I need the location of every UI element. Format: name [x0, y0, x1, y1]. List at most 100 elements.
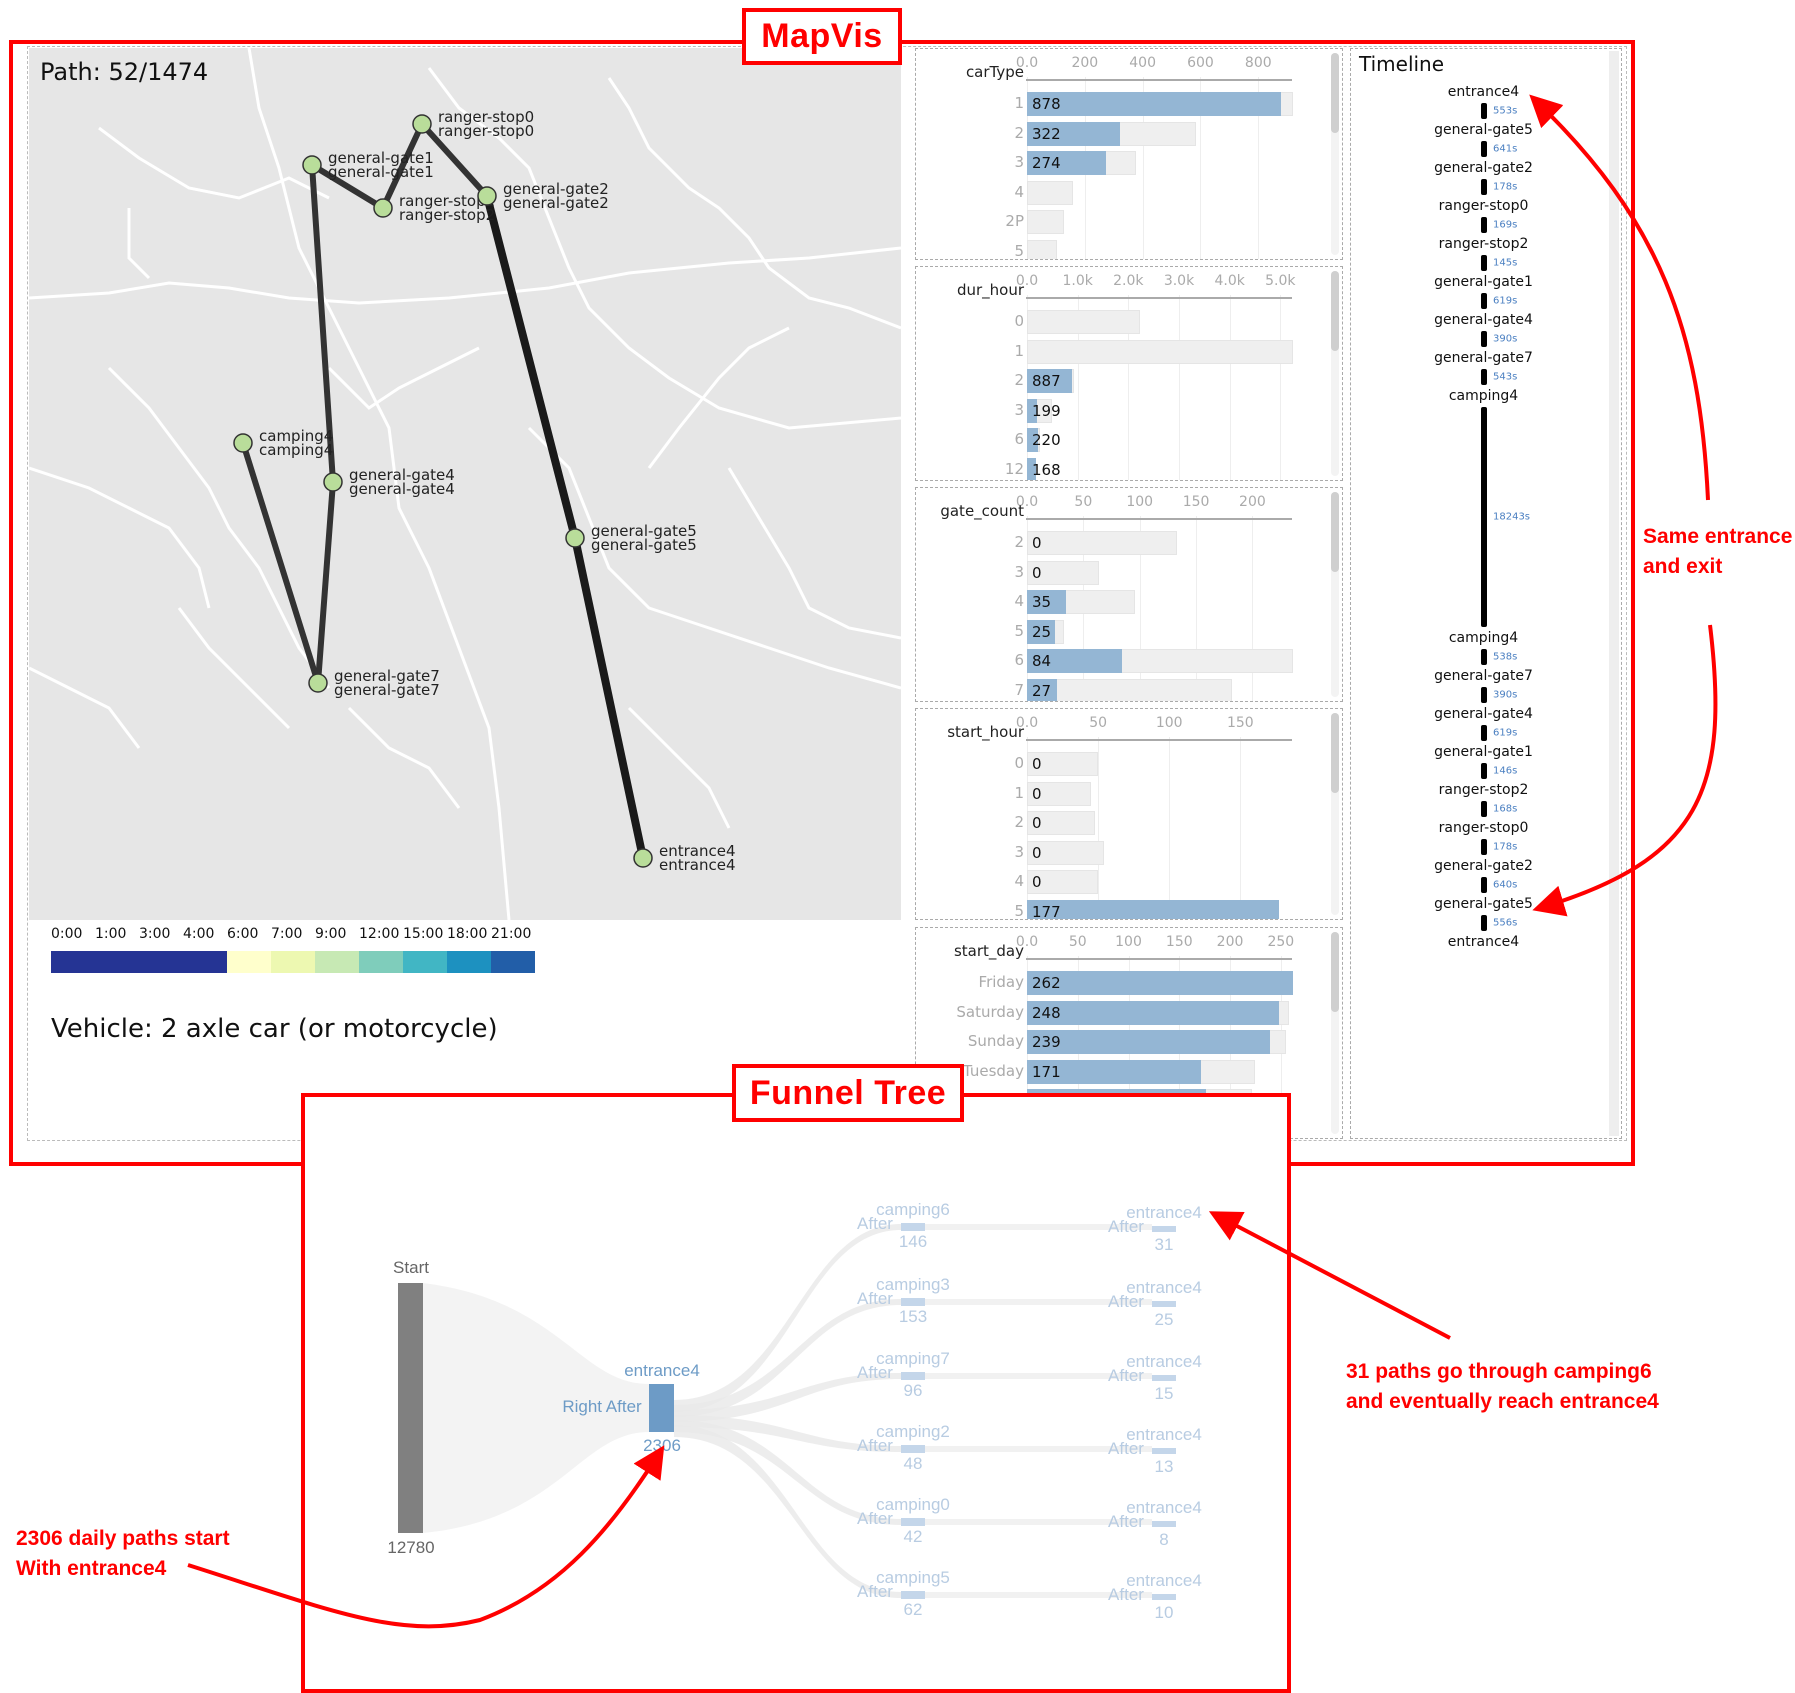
chart-scrollbar-thumb[interactable] — [1331, 713, 1339, 793]
selected-bar[interactable] — [1027, 92, 1281, 116]
selected-bar[interactable] — [1027, 619, 1056, 644]
total-bar[interactable] — [1027, 180, 1073, 205]
total-bar[interactable] — [1027, 240, 1058, 259]
timeline-duration-segment[interactable]: 640s — [1351, 874, 1616, 896]
total-bar[interactable] — [1027, 752, 1099, 776]
map-node-general-gate7[interactable] — [308, 673, 328, 693]
total-bar[interactable] — [1027, 531, 1177, 555]
selected-bar[interactable] — [1027, 1030, 1270, 1055]
selected-bar[interactable] — [1027, 121, 1121, 146]
funnel-leaf-bar[interactable] — [1152, 1594, 1176, 1600]
selected-bar[interactable] — [1027, 1059, 1201, 1084]
selected-bar[interactable] — [1027, 590, 1067, 615]
timeline-duration-segment[interactable]: 169s — [1351, 214, 1616, 236]
funnel-node-bar-camping5[interactable] — [901, 1591, 925, 1599]
category-label: 3 — [1014, 842, 1024, 861]
axis-tick-label: 200 — [1239, 494, 1266, 510]
map-node-ranger-stop2[interactable] — [373, 198, 393, 218]
map-node-general-gate5[interactable] — [565, 528, 585, 548]
map-node-label: camping4 — [259, 427, 333, 445]
category-label: Tuesday — [962, 1061, 1024, 1080]
map-node-general-gate4[interactable] — [323, 472, 343, 492]
timeline-scrollbar[interactable] — [1609, 51, 1619, 1136]
chart-scrollbar-thumb[interactable] — [1331, 932, 1339, 1012]
duration-label: 169s — [1493, 219, 1518, 231]
duration-bar — [1481, 687, 1487, 703]
funnel-leaf-bar[interactable] — [1152, 1375, 1176, 1381]
map-node-entrance4[interactable] — [633, 848, 653, 868]
timeline-duration-segment[interactable]: 619s — [1351, 290, 1616, 312]
selected-bar[interactable] — [1027, 1000, 1279, 1025]
total-bar[interactable] — [1027, 811, 1096, 836]
timeline-duration-segment[interactable]: 145s — [1351, 252, 1616, 274]
category-label: 2 — [1014, 123, 1024, 142]
funnel-node-bar-camping2[interactable] — [901, 1445, 925, 1453]
selected-bar[interactable] — [1027, 971, 1293, 995]
timeline-duration-segment[interactable]: 556s — [1351, 912, 1616, 934]
axis-tick-label: 50 — [1074, 494, 1093, 510]
annotation-line: With entrance4 — [16, 1557, 167, 1580]
funnel-node-bar-camping3[interactable] — [901, 1298, 925, 1306]
selected-bar[interactable] — [1027, 428, 1039, 453]
funnel-node-bar-camping6[interactable] — [901, 1223, 925, 1231]
selected-bar[interactable] — [1027, 900, 1279, 919]
map-node-ranger-stop0[interactable] — [412, 114, 432, 134]
chart-scrollbar-thumb[interactable] — [1331, 53, 1339, 133]
timeline-stop-name: general-gate1 — [1434, 274, 1533, 290]
timeline-duration-segment[interactable]: 390s — [1351, 684, 1616, 706]
duration-bar — [1481, 801, 1487, 817]
timeline-duration-segment[interactable]: 146s — [1351, 760, 1616, 782]
total-bar[interactable] — [1027, 210, 1064, 235]
selected-bar[interactable] — [1027, 151, 1107, 176]
funnel-leaf-bar[interactable] — [1152, 1448, 1176, 1454]
funnel-entrance4-bar[interactable] — [649, 1384, 674, 1432]
funnel-relation-label: After — [1108, 1217, 1144, 1236]
total-bar[interactable] — [1027, 840, 1104, 865]
timeline-duration-segment[interactable]: 18243s — [1351, 404, 1616, 630]
timeline-stop-name: ranger-stop2 — [1438, 782, 1529, 798]
duration-bar — [1481, 255, 1487, 271]
map-view[interactable]: general-gate1 general-gate1 ranger-stop0 ra… — [29, 48, 901, 920]
map-canvas[interactable]: general-gate1general-gate1ranger-stop0ra… — [29, 48, 901, 920]
timeline-duration-segment[interactable]: 619s — [1351, 722, 1616, 744]
selected-bar[interactable] — [1027, 649, 1122, 674]
map-node-camping4[interactable] — [233, 433, 253, 453]
funnel-node-bar-camping7[interactable] — [901, 1372, 925, 1380]
chart-scrollbar-track[interactable] — [1331, 492, 1339, 697]
timeline-duration-segment[interactable]: 543s — [1351, 366, 1616, 388]
selected-bar[interactable] — [1027, 679, 1058, 701]
timeline-duration-segment[interactable]: 178s — [1351, 176, 1616, 198]
bar-value-label: 0 — [1032, 534, 1042, 552]
selected-bar[interactable] — [1027, 398, 1038, 423]
total-bar[interactable] — [1027, 310, 1140, 334]
funnel-node-bar-camping0[interactable] — [901, 1518, 925, 1526]
duration-label: 543s — [1493, 371, 1518, 383]
timeline-duration-segment[interactable]: 178s — [1351, 836, 1616, 858]
funnel-leaf-bar[interactable] — [1152, 1301, 1176, 1307]
selected-bar[interactable] — [1027, 458, 1036, 480]
chart-scrollbar-track[interactable] — [1331, 53, 1339, 255]
chart-scrollbar-track[interactable] — [1331, 271, 1339, 476]
duration-label: 641s — [1493, 143, 1518, 155]
total-bar[interactable] — [1027, 781, 1091, 806]
selected-bar[interactable] — [1027, 369, 1072, 394]
map-node-general-gate2[interactable] — [477, 186, 497, 206]
funnel-leaf-bar[interactable] — [1152, 1226, 1176, 1232]
timeline-duration-segment[interactable]: 553s — [1351, 100, 1616, 122]
gridline — [1179, 295, 1180, 480]
funnel-leaf-bar[interactable] — [1152, 1521, 1176, 1527]
funnel-relation-label: After — [857, 1436, 893, 1455]
chart-scrollbar-track[interactable] — [1331, 932, 1339, 1134]
total-bar[interactable] — [1027, 339, 1293, 364]
total-bar[interactable] — [1027, 870, 1099, 895]
duration-bar — [1481, 763, 1487, 779]
chart-scrollbar-thumb[interactable] — [1331, 271, 1339, 351]
timeline-duration-segment[interactable]: 641s — [1351, 138, 1616, 160]
map-node-general-gate1[interactable] — [302, 155, 322, 175]
total-bar[interactable] — [1027, 560, 1100, 585]
chart-scrollbar-thumb[interactable] — [1331, 492, 1339, 572]
timeline-duration-segment[interactable]: 168s — [1351, 798, 1616, 820]
chart-scrollbar-track[interactable] — [1331, 713, 1339, 915]
timeline-duration-segment[interactable]: 538s — [1351, 646, 1616, 668]
timeline-duration-segment[interactable]: 390s — [1351, 328, 1616, 350]
